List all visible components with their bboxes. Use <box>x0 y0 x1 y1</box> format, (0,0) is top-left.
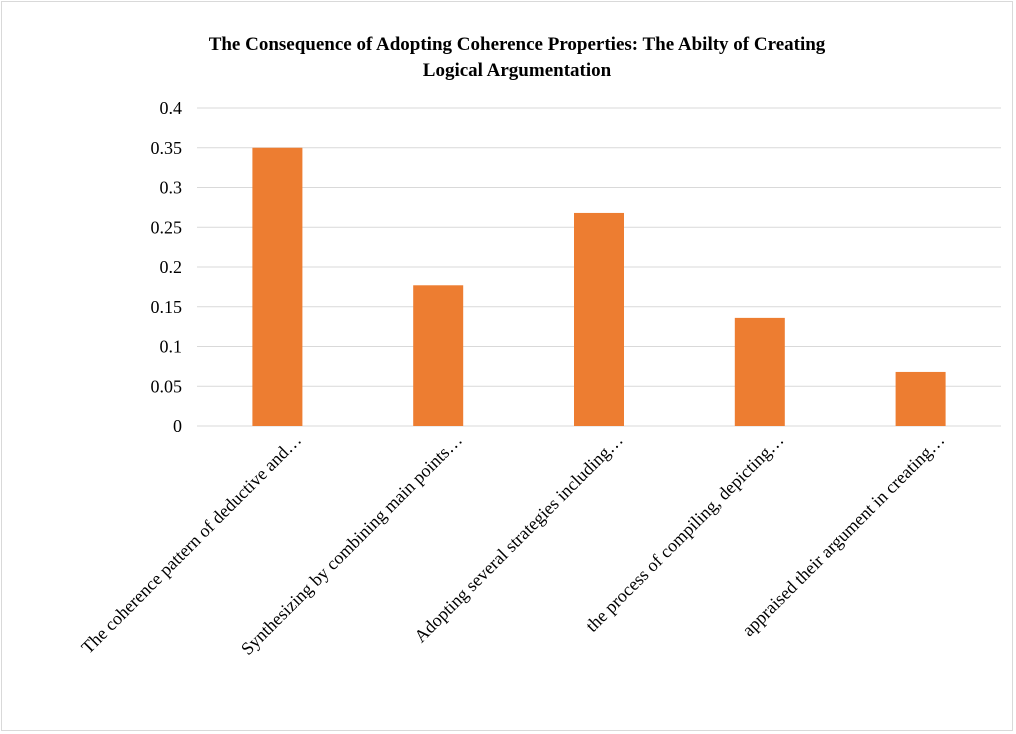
bar <box>574 212 624 426</box>
y-tick-label: 0.4 <box>160 98 183 118</box>
y-tick-label: 0.05 <box>151 376 183 396</box>
chart-title-line-2: Logical Argumentation <box>423 60 612 81</box>
y-tick-label: 0.2 <box>160 257 183 277</box>
bar <box>413 285 464 426</box>
bar <box>895 371 946 426</box>
bars <box>252 147 946 426</box>
y-tick-label: 0.25 <box>151 217 183 237</box>
y-tick-label: 0.35 <box>151 138 183 158</box>
y-tick-label: 0.15 <box>151 297 183 317</box>
y-axis-ticks: 0 0.05 0.1 0.15 0.2 0.25 0.3 0.35 0.4 <box>151 98 183 436</box>
bar <box>734 317 785 426</box>
x-axis-labels: The coherence pattern of deductive and…S… <box>77 430 948 659</box>
y-tick-label: 0.1 <box>160 337 183 357</box>
chart-title-line-1: The Consequence of Adopting Coherence Pr… <box>209 34 826 55</box>
x-category-label: the process of compiling, depicting… <box>582 430 788 636</box>
y-tick-label: 0 <box>173 416 182 436</box>
y-tick-label: 0.3 <box>160 178 183 198</box>
bar <box>252 147 303 426</box>
